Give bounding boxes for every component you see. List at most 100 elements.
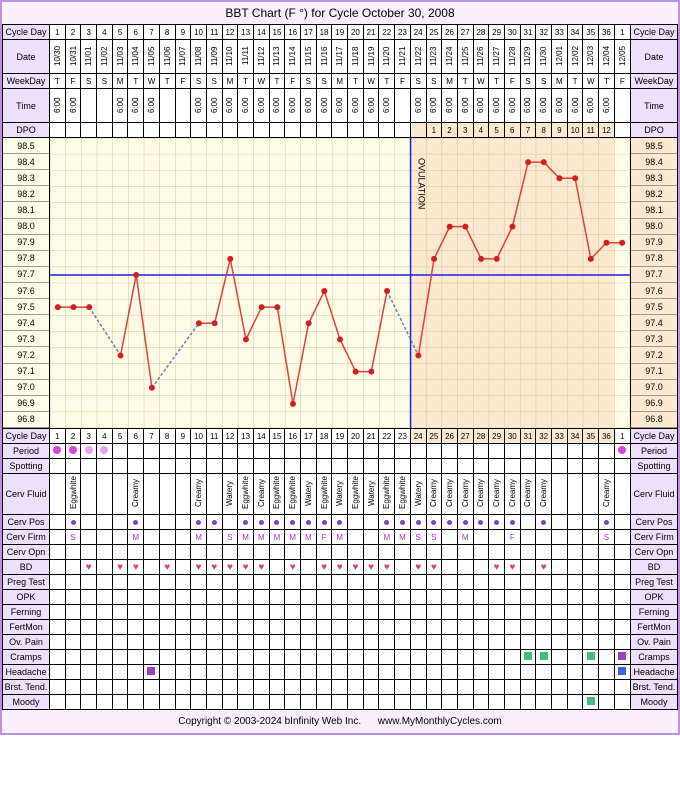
headache-cell (552, 665, 568, 680)
day-cell: 35 (583, 429, 599, 444)
cycle-day-row-bottom: Cycle Day 123456789101112131415161718192… (3, 429, 678, 444)
cervfluid-cell (97, 474, 113, 515)
moody-cell (489, 695, 505, 710)
day-cell: 36 (599, 429, 615, 444)
opk-cell (332, 590, 348, 605)
weekday-cell: S (316, 74, 332, 89)
cramps-cell (112, 650, 128, 665)
dpo-cell: 12 (599, 123, 615, 138)
spotting-cell (159, 459, 175, 474)
heart-icon: ♥ (290, 562, 296, 573)
spotting-cell (128, 459, 144, 474)
preg-cell (395, 575, 411, 590)
cervfirm-cell: M (269, 530, 285, 545)
cervfluid-cell: Watery (301, 474, 317, 515)
cervfluid-cell: Creamy (426, 474, 442, 515)
day-cell: 24 (410, 25, 426, 40)
fertmon-cell (520, 620, 536, 635)
cervopn-cell (269, 545, 285, 560)
temp-tick: 97.6 (3, 283, 49, 299)
opk-cell (614, 590, 630, 605)
fertmon-cell (363, 620, 379, 635)
brst-cell (128, 680, 144, 695)
time-cell: 6:00 (222, 89, 238, 123)
day-cell: 21 (363, 429, 379, 444)
cervpos-cell (65, 515, 81, 530)
date-cell: 11/12 (253, 40, 269, 74)
brst-cell (442, 680, 458, 695)
ovpain-cell (442, 635, 458, 650)
cervfluid-cell: Eggwhite (238, 474, 254, 515)
temp-point (243, 336, 249, 342)
cramps-cell (536, 650, 552, 665)
time-cell: 6:00 (536, 89, 552, 123)
cervfirm-cell: M (301, 530, 317, 545)
time-cell: 6:00 (426, 89, 442, 123)
period-cell (614, 444, 630, 459)
cervfirm-cell: M (332, 530, 348, 545)
ovpain-cell (301, 635, 317, 650)
cervopn-cell (426, 545, 442, 560)
time-cell: 6:00 (316, 89, 332, 123)
ferning-cell (363, 605, 379, 620)
bbt-chart-container: BBT Chart (F °) for Cycle October 30, 20… (0, 0, 680, 735)
dpo-cell (222, 123, 238, 138)
fertmon-cell (269, 620, 285, 635)
moody-cell (301, 695, 317, 710)
cervfirm-cell: F (316, 530, 332, 545)
cervpos-cell (489, 515, 505, 530)
day-cell: 12 (222, 429, 238, 444)
cervpos-cell (97, 515, 113, 530)
dpo-cell (112, 123, 128, 138)
date-cell: 12/03 (583, 40, 599, 74)
brst-cell (50, 680, 66, 695)
headache-cell (426, 665, 442, 680)
brst-tend-row: Brst. Tend.Brst. Tend. (3, 680, 678, 695)
day-cell: 26 (442, 25, 458, 40)
cervfluid-cell (583, 474, 599, 515)
moody-cell (65, 695, 81, 710)
dpo-cell (379, 123, 395, 138)
heart-icon: ♥ (415, 562, 421, 573)
cervfirm-cell: M (395, 530, 411, 545)
weekday-label-r: WeekDay (631, 74, 678, 89)
cervfirm-cell (489, 530, 505, 545)
bd-row: BD♥♥♥♥♥♥♥♥♥♥♥♥♥♥♥♥♥♥♥♥BD (3, 560, 678, 575)
spotting-cell (332, 459, 348, 474)
opk-cell (128, 590, 144, 605)
cervfluid-cell (552, 474, 568, 515)
heart-icon: ♥ (164, 562, 170, 573)
cervfluid-cell (159, 474, 175, 515)
cerv-firm-row: Cerv FirmSMMSMMMMMFMMMSSMFSCerv Firm (3, 530, 678, 545)
cervfirm-cell (112, 530, 128, 545)
moody-cell (583, 695, 599, 710)
dpo-row: DPO 123456789101112 DPO (3, 123, 678, 138)
weekday-cell: T (599, 74, 615, 89)
temp-tick: 97.5 (631, 299, 677, 315)
period-cell (159, 444, 175, 459)
cervfirm-cell (473, 530, 489, 545)
heart-icon: ♥ (196, 562, 202, 573)
day-cell: 26 (442, 429, 458, 444)
fertmon-cell (410, 620, 426, 635)
day-cell: 5 (112, 25, 128, 40)
temp-tick: 97.1 (631, 364, 677, 380)
weekday-cell: T (567, 74, 583, 89)
weekday-cell: S (520, 74, 536, 89)
moody-cell (504, 695, 520, 710)
temp-point (212, 320, 218, 326)
ferning-cell (552, 605, 568, 620)
day-cell: 7 (144, 25, 160, 40)
time-cell (97, 89, 113, 123)
weekday-cell: W (253, 74, 269, 89)
cervopn-cell (567, 545, 583, 560)
period-cell (457, 444, 473, 459)
date-cell: 11/08 (191, 40, 207, 74)
spotting-cell (614, 459, 630, 474)
cervopn-cell (159, 545, 175, 560)
date-cell: 10/30 (50, 40, 66, 74)
weekday-cell: T (50, 74, 66, 89)
day-cell: 20 (348, 25, 364, 40)
moody-cell (97, 695, 113, 710)
ovpain-cell (144, 635, 160, 650)
